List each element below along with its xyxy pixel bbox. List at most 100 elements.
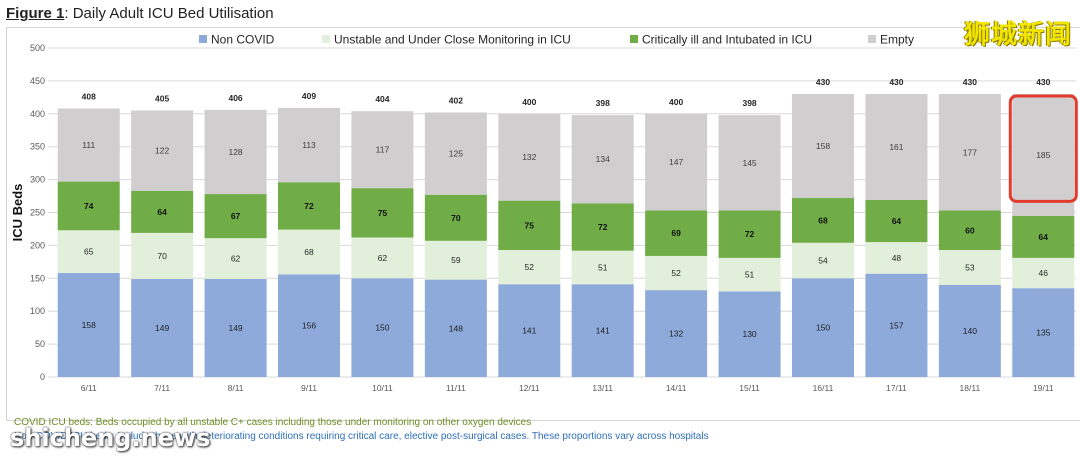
bar-segment-unstable <box>1012 257 1075 289</box>
bar-segment-critical <box>131 190 194 233</box>
bar-segment-non-covid <box>278 274 340 377</box>
data-label-non-covid: 157 <box>889 320 903 330</box>
x-tick-label: 14/11 <box>666 383 687 393</box>
bar-total-label: 400 <box>669 97 683 107</box>
bar-segment-critical <box>204 194 267 239</box>
bar-segment-critical <box>792 198 854 243</box>
data-label-unstable: 62 <box>231 254 241 264</box>
data-label-unstable: 51 <box>598 262 608 272</box>
bar-segment-unstable <box>351 237 414 279</box>
bar-segment-empty <box>1012 94 1075 216</box>
bar-segment-unstable <box>424 240 487 280</box>
data-label-unstable: 59 <box>451 255 461 265</box>
x-tick-label: 16/11 <box>813 383 834 393</box>
data-label-unstable: 46 <box>1039 268 1049 278</box>
data-label-empty: 161 <box>889 142 903 152</box>
bar-segment-critical <box>498 200 561 251</box>
data-label-critical: 72 <box>598 222 608 232</box>
y-tick-label: 0 <box>40 372 45 382</box>
data-label-critical: 64 <box>892 216 902 226</box>
data-label-empty: 158 <box>816 141 830 151</box>
data-label-empty: 125 <box>449 149 463 159</box>
bar-segment-non-covid <box>204 278 267 377</box>
bar-segment-empty <box>865 94 928 200</box>
data-label-critical: 72 <box>304 201 314 211</box>
data-label-unstable: 68 <box>304 247 314 257</box>
y-tick-label: 400 <box>30 109 45 119</box>
bar-total-label: 398 <box>596 98 610 108</box>
data-label-unstable: 48 <box>892 253 902 263</box>
y-tick-label: 150 <box>30 273 45 283</box>
bar-segment-unstable <box>645 255 708 291</box>
bar-segment-non-covid <box>351 278 414 377</box>
x-tick-label: 11/11 <box>446 383 466 393</box>
bar-segment-unstable <box>718 257 781 292</box>
data-label-unstable: 70 <box>157 251 167 261</box>
bar-segment-non-covid <box>792 278 854 377</box>
footnote-non-covid-beds: Non-COVID ICU beds: Include those with d… <box>14 431 709 442</box>
data-label-empty: 132 <box>522 152 536 162</box>
x-tick-label: 9/11 <box>301 383 317 393</box>
bar-total-label: 406 <box>228 93 242 103</box>
data-label-critical: 70 <box>451 213 461 223</box>
data-label-unstable: 65 <box>84 247 94 257</box>
bar-segment-non-covid <box>938 284 1001 377</box>
bar-segment-unstable <box>938 250 1001 285</box>
bar-segment-unstable <box>865 242 928 274</box>
y-tick-label: 200 <box>30 240 45 250</box>
legend-label-non-covid: Non COVID <box>211 33 275 47</box>
watermark-logo-text: 狮城新闻 <box>963 20 1072 50</box>
bar-total-label: 430 <box>963 77 977 87</box>
legend-swatch-unstable <box>322 35 330 43</box>
bar-total-label: 404 <box>375 94 389 104</box>
data-label-unstable: 54 <box>818 256 828 266</box>
legend-swatch-non-covid <box>199 35 207 43</box>
figure-label: Figure 1 <box>6 5 65 22</box>
data-label-non-covid: 135 <box>1036 328 1050 338</box>
footnote-covid-beds: COVID ICU beds: Beds occupied by all uns… <box>14 417 532 428</box>
bar-total-label: 405 <box>155 94 169 104</box>
data-label-empty: 147 <box>669 157 683 167</box>
data-label-non-covid: 132 <box>669 329 683 339</box>
y-axis-label: ICU Beds <box>10 184 25 242</box>
x-tick-label: 17/11 <box>886 383 907 393</box>
bar-segment-empty <box>645 113 708 211</box>
bar-segment-empty <box>204 109 267 195</box>
data-label-non-covid: 156 <box>302 321 316 331</box>
legend-label-unstable: Unstable and Under Close Monitoring in I… <box>334 33 571 47</box>
bar-segment-non-covid <box>57 273 120 377</box>
data-label-non-covid: 150 <box>375 323 389 333</box>
bar-segment-critical <box>57 181 120 231</box>
bar-segment-unstable <box>278 229 340 275</box>
data-label-critical: 72 <box>745 229 755 239</box>
x-tick-label: 15/11 <box>739 383 760 393</box>
x-tick-label: 7/11 <box>154 383 170 393</box>
data-label-empty: 134 <box>596 154 610 164</box>
data-label-non-covid: 140 <box>963 326 977 336</box>
bar-segment-critical <box>351 188 414 238</box>
data-label-critical: 67 <box>231 211 241 221</box>
data-label-unstable: 52 <box>671 268 681 278</box>
data-label-empty: 145 <box>742 158 756 168</box>
x-tick-label: 12/11 <box>519 383 540 393</box>
y-tick-label: 450 <box>30 76 45 86</box>
data-label-empty: 113 <box>302 140 316 150</box>
highlight-box <box>1008 94 1078 203</box>
figure-title: Figure 1: Daily Adult ICU Bed Utilisatio… <box>6 5 274 22</box>
data-label-empty: 122 <box>155 146 169 156</box>
data-label-empty: 111 <box>82 140 95 150</box>
bar-total-label: 430 <box>889 77 903 87</box>
bar-segment-non-covid <box>865 273 928 377</box>
x-tick-label: 19/11 <box>1033 383 1054 393</box>
bar-total-label: 402 <box>449 95 463 105</box>
data-label-non-covid: 130 <box>742 329 756 339</box>
bar-segment-unstable <box>204 238 267 279</box>
bar-segment-empty <box>278 107 340 183</box>
y-tick-label: 50 <box>35 339 45 349</box>
data-label-non-covid: 149 <box>155 323 169 333</box>
data-label-critical: 74 <box>84 201 94 211</box>
bar-segment-unstable <box>571 250 634 285</box>
bar-segment-non-covid <box>1012 288 1075 377</box>
bar-total-label: 430 <box>1036 77 1050 87</box>
legend-label-critical: Critically ill and Intubated in ICU <box>642 33 812 47</box>
